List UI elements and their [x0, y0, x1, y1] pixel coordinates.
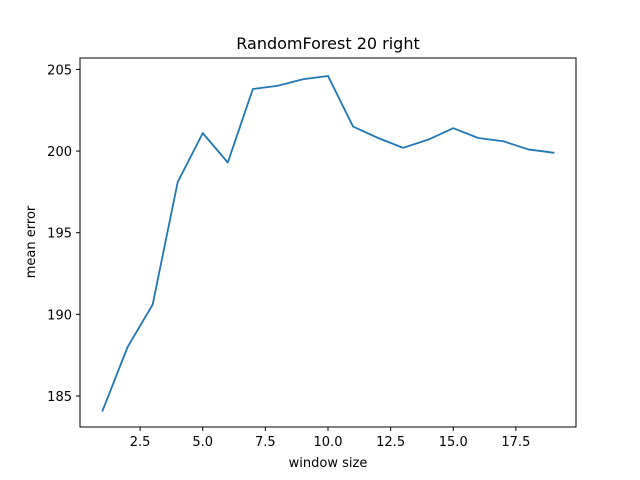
y-tick-label: 190 — [47, 308, 72, 323]
x-tick-label: 12.5 — [376, 435, 405, 450]
chart-title: RandomForest 20 right — [236, 34, 419, 53]
y-axis-label: mean error — [24, 205, 39, 278]
series-line-0 — [101, 75, 555, 412]
x-tick-label: 17.5 — [501, 435, 530, 450]
y-tick-label: 205 — [47, 63, 72, 78]
y-tick-label: 200 — [47, 145, 72, 160]
x-tick-label: 7.5 — [255, 435, 276, 450]
x-axis-label: window size — [289, 456, 368, 471]
x-tick-label: 10.0 — [314, 435, 343, 450]
axes: 2.5 5.0 7.5 10.0 12.5 15.0 17.5 185 190 195 200 205 — [47, 57, 577, 450]
x-tick-label: 2.5 — [130, 435, 151, 450]
plot-area — [101, 75, 555, 412]
y-tick-label: 185 — [47, 390, 72, 405]
x-tick-label: 15.0 — [439, 435, 468, 450]
x-tick-label: 5.0 — [192, 435, 213, 450]
y-tick-label: 195 — [47, 227, 72, 242]
